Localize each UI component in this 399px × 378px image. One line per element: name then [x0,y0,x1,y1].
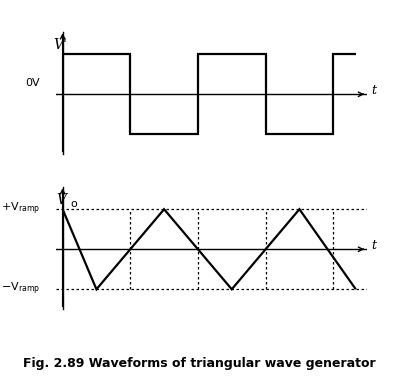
Text: o: o [71,199,77,209]
Text: t: t [371,239,377,252]
Text: $+\mathregular{V_{ramp}}$: $+\mathregular{V_{ramp}}$ [1,201,40,217]
Text: V: V [56,193,66,207]
Text: $-\mathregular{V_{ramp}}$: $-\mathregular{V_{ramp}}$ [1,281,40,297]
Text: V': V' [53,38,67,52]
Text: 0V: 0V [26,78,40,88]
Text: t: t [371,84,377,97]
Text: Fig. 2.89 Waveforms of triangular wave generator: Fig. 2.89 Waveforms of triangular wave g… [23,358,376,370]
